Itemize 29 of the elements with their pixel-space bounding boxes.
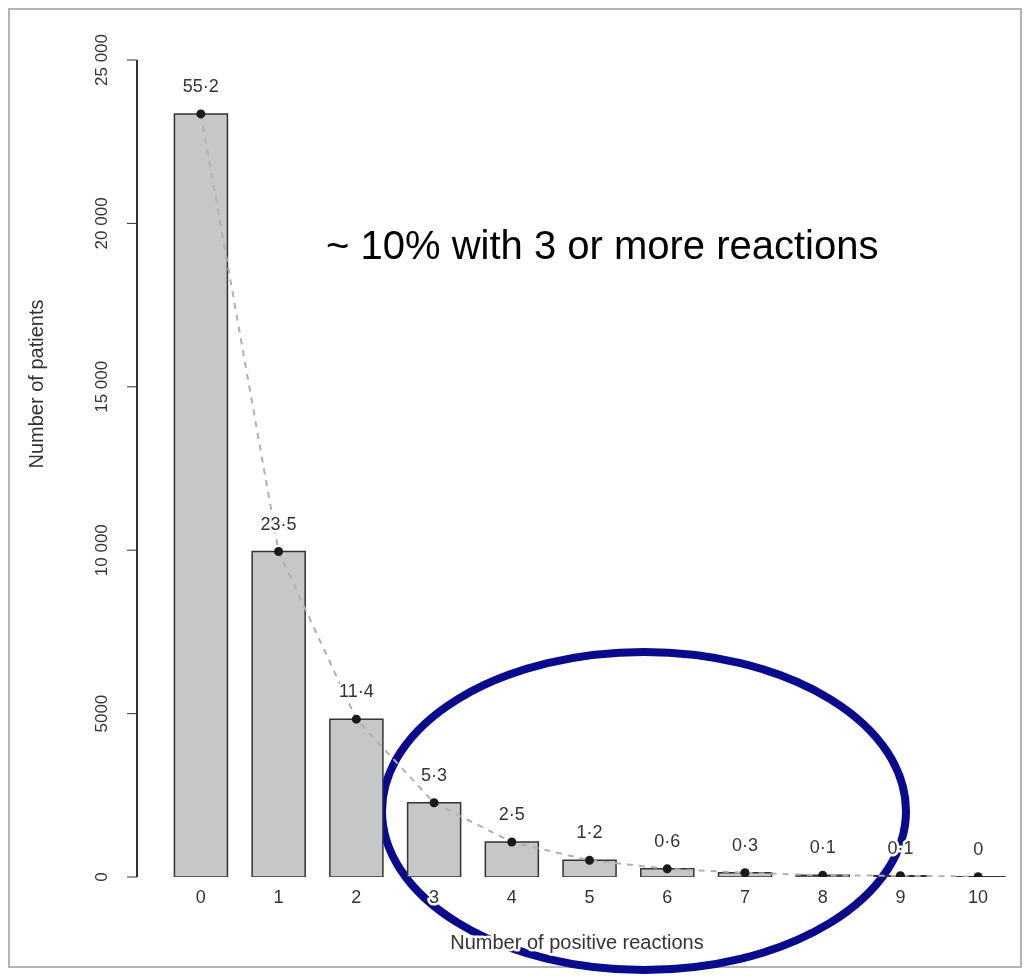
y-tick-label: 20 000: [92, 197, 111, 250]
x-tick-label: 4: [506, 887, 517, 907]
x-tick-label: 9: [895, 887, 906, 907]
x-tick-label: 2: [351, 887, 362, 907]
x-tick-label: 5: [584, 887, 595, 907]
x-tick-label: 0: [195, 887, 206, 907]
y-tick-label: 10 000: [92, 524, 111, 577]
x-tick-label: 3: [429, 887, 440, 907]
annotation: 0·6: [654, 830, 681, 851]
y-tick-label: 5000: [92, 694, 111, 733]
annotation: 5·3: [421, 764, 448, 785]
annotation: 23·5: [260, 513, 297, 534]
annotation: ~ 10% with 3 or more reactions: [326, 223, 879, 268]
annotation: 11·4: [338, 681, 374, 702]
annotation: 0·3: [731, 834, 758, 855]
y-tick-label: 15 000: [92, 360, 111, 413]
annotation: 55·2: [182, 75, 219, 96]
y-tick-label: 0: [92, 872, 111, 882]
annotation: 0·1: [809, 837, 836, 858]
x-tick-label: 8: [817, 887, 828, 907]
annotation: 2·5: [498, 804, 525, 825]
y-tick-label: 25 000: [92, 34, 111, 86]
x-tick-label: 6: [662, 887, 673, 907]
x-tick-label: 7: [739, 887, 750, 907]
annotation: 1·2: [576, 822, 603, 843]
y-axis-title: Number of patients: [25, 299, 48, 469]
x-tick-label: 1: [273, 887, 284, 907]
annotation: 0: [973, 838, 984, 859]
x-tick-label: 10: [968, 887, 989, 907]
